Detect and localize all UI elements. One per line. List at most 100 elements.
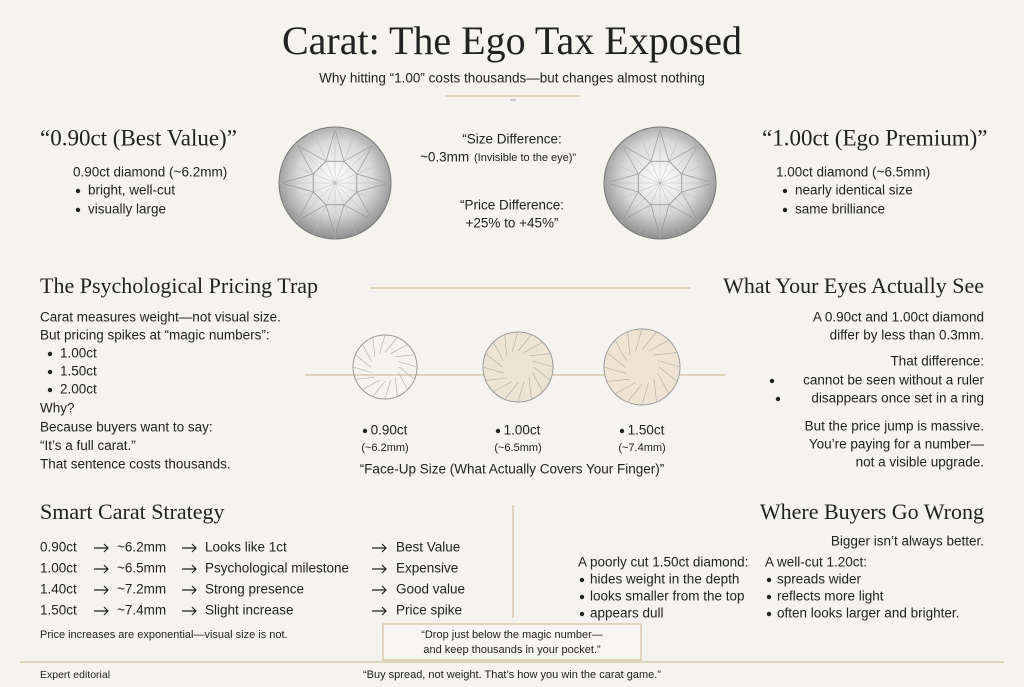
face-up-facet [399,366,415,380]
strategy-cell: Psychological milestone [205,561,349,576]
strategy-cell: 1.00ct [40,561,77,576]
section-title: Smart Carat Strategy [40,499,225,524]
footer-tagline: “Buy spread, not weight. That’s how you … [363,669,661,681]
bullet [579,594,585,600]
text-line: You’re paying for a number— [809,437,985,452]
face-up-facet [355,354,371,368]
bullet [782,188,788,194]
diamond-facet [659,161,712,184]
bullet [769,378,775,384]
size-mm: (~6.5mm) [494,442,541,454]
face-up-facet [654,352,678,356]
size-carat: 1.50ct [628,423,665,438]
arrow [372,585,387,595]
face-up-facet [627,383,643,403]
face-up-facet [394,377,398,397]
face-up-facet [384,337,398,353]
comparison-bullet: same brilliance [795,202,885,217]
arrow [372,564,387,574]
face-up-facet [504,334,508,356]
diamond-facet [620,143,661,184]
arrow [94,585,109,595]
diamond-facet [334,131,357,184]
comparison-bullet: bright, well-cut [88,183,175,198]
face-up-facet [529,353,551,357]
face-up-facet [492,342,504,362]
face-up-facet [614,339,627,361]
diamond-facet [334,182,387,205]
bullet-text: reflects more light [777,589,884,604]
bullet-text: often looks larger and brighter. [777,606,959,621]
strategy-cell: Strong presence [205,582,304,597]
face-up-facet [395,354,415,358]
arrow [372,543,387,553]
section-title: Where Buyers Go Wrong [760,499,984,524]
arrow [94,606,109,616]
diamond-facet [334,143,375,184]
bullet [775,396,781,402]
bullet [47,351,53,357]
diamond-facet [313,182,336,235]
face-up-facet [606,352,626,368]
size-mm: (~6.2mm) [361,442,408,454]
face-up-facet [641,331,657,351]
diamond-facet [659,131,682,184]
size-carat: 0.90ct [371,423,408,438]
text-line: Why? [40,401,75,416]
bullet [47,387,53,393]
arrow [94,543,109,553]
diamond-facet [295,143,336,184]
size-note: (Invisible to the eye)” [474,152,576,164]
face-up-facet [653,379,657,403]
bullet [75,188,81,194]
face-up-facet [517,381,525,403]
bullet [75,207,81,213]
arrow [182,564,197,574]
strategy-cell: Best Value [396,540,460,555]
quote-line: “Drop just below the magic number— [421,629,603,641]
face-up-facet [511,331,519,353]
strategy-cell: ~6.2mm [117,540,166,555]
face-up-facet [532,360,554,368]
column-heading: A well-cut 1.20ct: [765,555,867,570]
face-up-facet [523,341,543,353]
face-up-facet [362,380,380,390]
strategy-cell: Looks like 1ct [205,540,287,555]
text-line: Carat measures weight—not visual size. [40,310,281,325]
face-up-facet [355,376,375,380]
title: Carat: The Ego Tax Exposed [282,18,742,63]
strategy-cell: Price spike [396,603,462,618]
strategy-cell: 0.90ct [40,540,77,555]
diamond-facet [659,182,700,223]
face-up-facet [627,331,631,355]
price-value: +25% to +45%” [465,216,558,231]
bullet [619,428,625,434]
section-title: The Psychological Pricing Trap [40,273,318,298]
subtitle: Why hitting “1.00” costs thousands—but c… [319,71,705,86]
strategy-cell: ~6.5mm [117,561,166,576]
face-up-facet [372,337,376,357]
bullet [362,428,368,434]
face-up-facet [635,328,643,352]
text-line: not a visible upgrade. [856,455,984,470]
quote-box [382,623,642,661]
text-line: A 0.90ct and 1.00ct diamond [813,310,984,325]
section-title: What Your Eyes Actually See [723,273,984,298]
diamond-facet [620,182,661,223]
diamond-facet [659,182,682,235]
bullet-text: looks smaller from the top [590,589,745,604]
face-up-facet [482,366,504,374]
size-label: “Size Difference: [462,132,562,147]
bullet [766,611,772,617]
bullet-text: 1.00ct [60,346,97,361]
face-up-facet [379,334,386,354]
text-line: “It’s a full carat.” [40,438,136,453]
bullet-text: hides weight in the depth [590,572,739,587]
face-up-facet [485,353,503,368]
text-line: differ by less than 0.3mm. [830,328,984,343]
strategy-cell: Expensive [396,561,458,576]
face-up-caption: “Face-Up Size (What Actually Covers Your… [360,462,665,477]
bullet-text: appears dull [590,606,664,621]
comparison-description: 1.00ct diamond (~6.5mm) [776,165,930,180]
bullet [766,577,772,583]
